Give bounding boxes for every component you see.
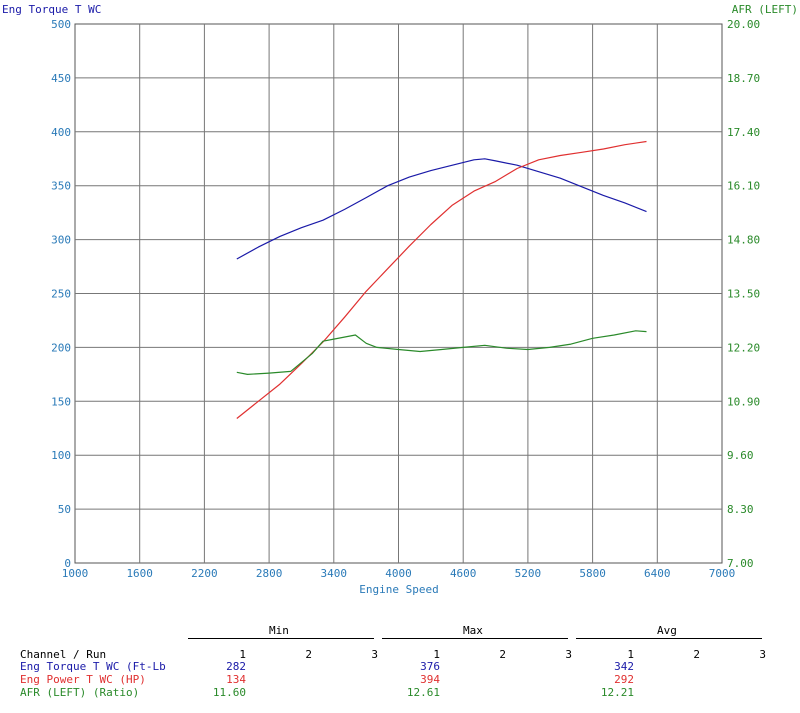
run-number: 3 <box>759 648 766 661</box>
x-tick-label: 2800 <box>256 567 283 580</box>
x-tick-label: 4600 <box>450 567 477 580</box>
y-right-tick-label: 13.50 <box>727 288 760 301</box>
row-label-torque: Eng Torque T WC (Ft-Lb <box>20 660 166 673</box>
y-right-tick-label: 12.20 <box>727 341 760 354</box>
run-number: 2 <box>499 648 506 661</box>
y-right-tick-label: 9.60 <box>727 449 754 462</box>
row-label-afr: AFR (LEFT) (Ratio) <box>20 686 140 699</box>
power-series-line <box>236 140 647 419</box>
stats-table: Channel / Run Min 1 2 3 Max 1 2 3 Avg 1 … <box>0 610 800 713</box>
y-left-tick-label: 0 <box>64 557 71 570</box>
chart-grid <box>74 23 723 564</box>
y-right-tick-label: 20.00 <box>727 18 760 31</box>
channel-run-header: Channel / Run <box>20 648 107 661</box>
x-tick-label: 5200 <box>515 567 542 580</box>
y-right-tick-label: 18.70 <box>727 72 760 85</box>
y-left-tick-label: 300 <box>51 234 71 247</box>
group-title-max: Max <box>463 624 483 637</box>
afr-min: 11.60 <box>212 686 246 699</box>
run-number: 1 <box>433 648 440 661</box>
y-right-tick-label: 7.00 <box>727 557 754 570</box>
x-axis-label: Engine Speed <box>359 583 438 596</box>
x-tick-label: 1600 <box>126 567 153 580</box>
y-left-tick-label: 150 <box>51 395 71 408</box>
y-right-tick-label: 16.10 <box>727 180 760 193</box>
group-rule-max <box>382 638 568 639</box>
y-left-tick-label: 50 <box>58 503 71 516</box>
run-number: 3 <box>371 648 378 661</box>
right-axis-title: AFR (LEFT) <box>731 3 798 16</box>
torque-min: 282 <box>226 660 246 673</box>
torque-series-line <box>236 158 647 260</box>
afr-max: 12.61 <box>406 686 440 699</box>
run-number: 1 <box>239 648 246 661</box>
dyno-chart: 1000 1600 2200 2800 3400 4000 4600 5200 5800 6400… <box>51 18 760 596</box>
chart-series <box>236 140 647 419</box>
y-left-tick-label: 450 <box>51 72 71 85</box>
chart-ticks: 1000 1600 2200 2800 3400 4000 4600 5200 5800 6400… <box>51 18 760 580</box>
power-avg: 292 <box>614 673 634 686</box>
run-number: 1 <box>627 648 634 661</box>
row-label-power: Eng Power T WC (HP) <box>20 673 146 686</box>
x-tick-label: 3400 <box>321 567 348 580</box>
y-right-tick-label: 10.90 <box>727 395 760 408</box>
y-left-tick-label: 500 <box>51 18 71 31</box>
group-title-avg: Avg <box>657 624 677 637</box>
run-number: 2 <box>693 648 700 661</box>
power-max: 394 <box>420 673 440 686</box>
torque-avg: 342 <box>614 660 634 673</box>
y-right-tick-label: 14.80 <box>727 234 760 247</box>
power-min: 134 <box>226 673 246 686</box>
run-number: 3 <box>565 648 572 661</box>
x-tick-label: 4000 <box>385 567 412 580</box>
afr-avg: 12.21 <box>600 686 634 699</box>
group-title-min: Min <box>269 624 289 637</box>
x-tick-label: 1000 <box>62 567 89 580</box>
torque-max: 376 <box>420 660 440 673</box>
x-tick-label: 5800 <box>579 567 606 580</box>
y-right-tick-label: 17.40 <box>727 126 760 139</box>
y-left-tick-label: 400 <box>51 126 71 139</box>
group-rule-avg <box>576 638 762 639</box>
y-left-tick-label: 200 <box>51 341 71 354</box>
x-tick-label: 7000 <box>709 567 736 580</box>
y-left-tick-label: 250 <box>51 288 71 301</box>
afr-series-line <box>236 330 647 375</box>
left-axis-title: Eng Torque T WC <box>2 3 102 16</box>
y-right-tick-label: 8.30 <box>727 503 754 516</box>
group-rule-min <box>188 638 374 639</box>
y-left-tick-label: 350 <box>51 180 71 193</box>
run-number: 2 <box>305 648 312 661</box>
x-tick-label: 6400 <box>644 567 671 580</box>
y-left-tick-label: 100 <box>51 449 71 462</box>
x-tick-label: 2200 <box>191 567 218 580</box>
